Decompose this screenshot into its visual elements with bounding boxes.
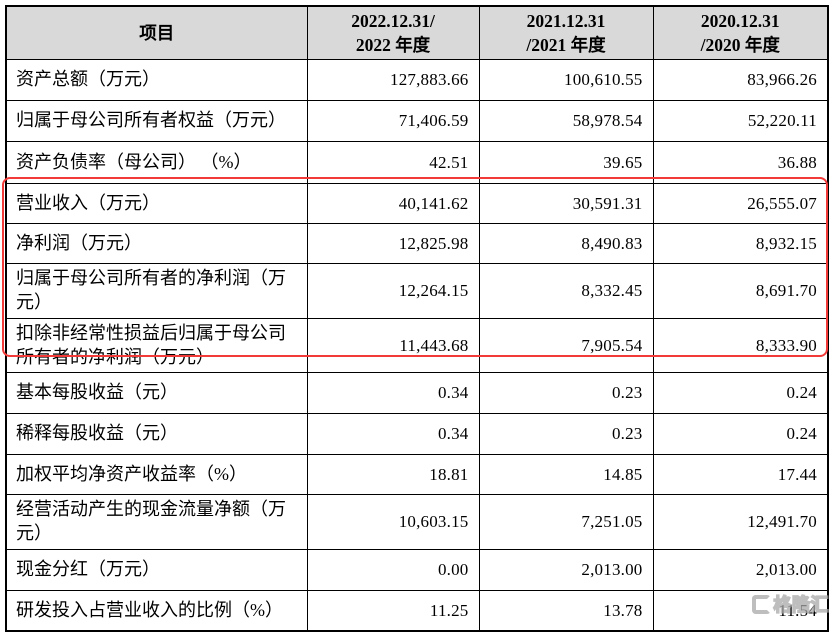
row-label: 资产负债率（母公司） （%） [5,141,308,185]
row-label: 归属于母公司所有者权益（万元） [5,100,308,143]
value-2021: 0.23 [478,413,654,456]
value-2021: 14.85 [478,454,654,496]
value-2022: 0.34 [306,413,480,456]
value-2022: 127,883.66 [306,59,480,102]
value-2020: 26,555.07 [652,183,829,225]
table-row-basic-eps: 基本每股收益（元） 0.34 0.23 0.24 [5,372,829,415]
row-label: 加权平均净资产收益率（%） [5,454,308,496]
row-label: 经营活动产生的现金流量净额（万元） [5,494,308,550]
value-2021: 0.23 [478,372,654,415]
value-2022: 0.00 [306,548,480,591]
value-2020: 2,013.00 [652,548,829,591]
header-cell-2022: 2022.12.31/ 2022 年度 [306,5,480,61]
row-label: 研发投入占营业收入的比例（%） [5,589,308,632]
value-2020: 83,966.26 [652,59,829,102]
table-header: 项目 2022.12.31/ 2022 年度 2021.12.31 /2021 … [5,5,829,61]
financial-summary-table: 项目 2022.12.31/ 2022 年度 2021.12.31 /2021 … [5,5,829,632]
table-row-operating-cash-flow: 经营活动产生的现金流量净额（万元） 10,603.15 7,251.05 12,… [5,494,829,550]
table-row-weighted-roe: 加权平均净资产收益率（%） 18.81 14.85 17.44 [5,454,829,496]
row-label: 资产总额（万元） [5,59,308,102]
value-2020: 8,932.15 [652,223,829,265]
table-row-rd-ratio: 研发投入占营业收入的比例（%） 11.25 13.78 11.54 [5,589,829,632]
table-row-parent-net-profit: 归属于母公司所有者的净利润（万元） 12,264.15 8,332.45 8,6… [5,263,829,319]
header-cell-2021: 2021.12.31 /2021 年度 [478,5,654,61]
row-label: 现金分红（万元） [5,548,308,591]
header-cell-2020: 2020.12.31 /2020 年度 [652,5,829,61]
table-row-debt-ratio: 资产负债率（母公司） （%） 42.51 39.65 36.88 [5,141,829,185]
value-2022: 18.81 [306,454,480,496]
value-2021: 39.65 [478,141,654,185]
header-2022-line1: 2022.12.31/ [351,11,435,31]
table-row-revenue: 营业收入（万元） 40,141.62 30,591.31 26,555.07 [5,183,829,225]
value-2020: 11.54 [652,589,829,632]
value-2020: 52,220.11 [652,100,829,143]
value-2022: 11,443.68 [306,317,480,374]
value-2021: 7,905.54 [478,317,654,374]
header-2020-line1: 2020.12.31 [700,11,780,31]
value-2020: 0.24 [652,372,829,415]
value-2020: 8,333.90 [652,317,829,374]
value-2021: 100,610.55 [478,59,654,102]
value-2022: 11.25 [306,589,480,632]
table-row-deducted-net-profit: 扣除非经常性损益后归属于母公司所有者的净利润（万元） 11,443.68 7,9… [5,317,829,374]
value-2021: 30,591.31 [478,183,654,225]
table-row-diluted-eps: 稀释每股收益（元） 0.34 0.23 0.24 [5,413,829,456]
row-label: 稀释每股收益（元） [5,413,308,456]
value-2021: 7,251.05 [478,494,654,550]
value-2022: 71,406.59 [306,100,480,143]
value-2020: 12,491.70 [652,494,829,550]
row-label: 营业收入（万元） [5,183,308,225]
table-row-cash-dividend: 现金分红（万元） 0.00 2,013.00 2,013.00 [5,548,829,591]
header-2021-line1: 2021.12.31 [526,11,606,31]
value-2020: 0.24 [652,413,829,456]
table-row-total-assets: 资产总额（万元） 127,883.66 100,610.55 83,966.26 [5,59,829,102]
row-label: 基本每股收益（元） [5,372,308,415]
row-label: 归属于母公司所有者的净利润（万元） [5,263,308,319]
value-2022: 0.34 [306,372,480,415]
value-2022: 40,141.62 [306,183,480,225]
value-2021: 2,013.00 [478,548,654,591]
table-row-net-profit: 净利润（万元） 12,825.98 8,490.83 8,932.15 [5,223,829,265]
header-row: 项目 2022.12.31/ 2022 年度 2021.12.31 /2021 … [5,5,829,61]
header-2021-line2: /2021 年度 [526,35,606,56]
value-2022: 10,603.15 [306,494,480,550]
header-cell-item: 项目 [5,5,308,61]
table-body: 资产总额（万元） 127,883.66 100,610.55 83,966.26… [5,59,829,632]
value-2020: 8,691.70 [652,263,829,319]
value-2022: 42.51 [306,141,480,185]
value-2022: 12,264.15 [306,263,480,319]
table-row-parent-equity: 归属于母公司所有者权益（万元） 71,406.59 58,978.54 52,2… [5,100,829,143]
value-2021: 8,490.83 [478,223,654,265]
value-2021: 13.78 [478,589,654,632]
row-label: 净利润（万元） [5,223,308,265]
header-2022-line2: 2022 年度 [355,35,431,56]
value-2020: 36.88 [652,141,829,185]
value-2022: 12,825.98 [306,223,480,265]
row-label: 扣除非经常性损益后归属于母公司所有者的净利润（万元） [5,317,308,374]
value-2021: 8,332.45 [478,263,654,319]
value-2020: 17.44 [652,454,829,496]
value-2021: 58,978.54 [478,100,654,143]
header-item-label: 项目 [139,23,175,44]
header-2020-line2: /2020 年度 [700,35,780,56]
financial-summary-table-container: 项目 2022.12.31/ 2022 年度 2021.12.31 /2021 … [5,5,829,632]
